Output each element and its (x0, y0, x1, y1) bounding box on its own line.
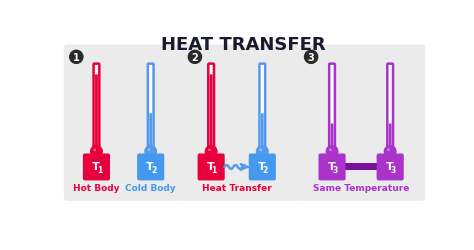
Text: T: T (328, 162, 335, 172)
Text: 3: 3 (333, 165, 338, 174)
Circle shape (304, 51, 318, 64)
FancyBboxPatch shape (137, 154, 164, 181)
Circle shape (93, 149, 96, 152)
Text: T: T (146, 162, 154, 172)
FancyBboxPatch shape (210, 75, 212, 149)
FancyBboxPatch shape (64, 45, 185, 201)
Circle shape (148, 149, 150, 152)
FancyBboxPatch shape (299, 45, 425, 201)
Circle shape (329, 149, 332, 152)
Circle shape (188, 51, 201, 64)
Text: T: T (258, 162, 265, 172)
Text: Same Temperature: Same Temperature (313, 184, 410, 192)
Circle shape (327, 146, 337, 157)
FancyBboxPatch shape (148, 64, 154, 150)
Text: Cold Body: Cold Body (126, 184, 176, 192)
Text: 1: 1 (97, 165, 102, 174)
FancyBboxPatch shape (259, 64, 265, 150)
Circle shape (145, 146, 156, 157)
FancyBboxPatch shape (83, 154, 110, 181)
Circle shape (259, 149, 262, 152)
Text: 3: 3 (391, 165, 396, 174)
FancyBboxPatch shape (329, 64, 335, 150)
FancyBboxPatch shape (208, 64, 214, 150)
FancyBboxPatch shape (319, 154, 346, 181)
Text: Heat Transfer: Heat Transfer (202, 184, 272, 192)
FancyBboxPatch shape (95, 75, 98, 149)
FancyBboxPatch shape (389, 124, 392, 149)
Text: T: T (92, 162, 100, 172)
Text: HEAT TRANSFER: HEAT TRANSFER (161, 36, 325, 54)
Circle shape (206, 146, 217, 157)
FancyBboxPatch shape (198, 154, 225, 181)
Text: Hot Body: Hot Body (73, 184, 120, 192)
Circle shape (387, 149, 390, 152)
FancyBboxPatch shape (149, 114, 152, 149)
Text: 3: 3 (308, 53, 315, 62)
FancyBboxPatch shape (331, 124, 333, 149)
Circle shape (91, 146, 102, 157)
Circle shape (385, 146, 396, 157)
FancyBboxPatch shape (93, 64, 100, 150)
Text: 1: 1 (211, 165, 217, 174)
Text: 2: 2 (151, 165, 156, 174)
Text: T: T (385, 162, 393, 172)
Circle shape (208, 149, 211, 152)
Text: T: T (207, 162, 214, 172)
FancyBboxPatch shape (261, 114, 264, 149)
FancyBboxPatch shape (182, 45, 301, 201)
Circle shape (257, 146, 268, 157)
FancyBboxPatch shape (377, 154, 404, 181)
Bar (343, 164, 379, 171)
Circle shape (70, 51, 83, 64)
FancyBboxPatch shape (249, 154, 276, 181)
Text: 2: 2 (263, 165, 268, 174)
Text: 1: 1 (73, 53, 80, 62)
FancyBboxPatch shape (387, 64, 393, 150)
Text: 2: 2 (191, 53, 198, 62)
